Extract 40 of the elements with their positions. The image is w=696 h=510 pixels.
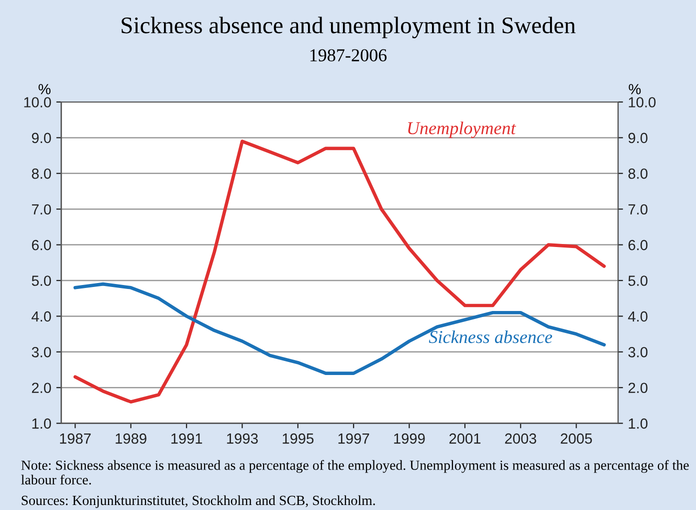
line-series bbox=[74, 282, 606, 375]
y-tick-label: 10.0 bbox=[24, 97, 51, 108]
y2-tick-label: 7.0 bbox=[628, 204, 648, 215]
text: Unemployment bbox=[408, 122, 516, 138]
y2-tick-label: 10.0 bbox=[628, 97, 656, 108]
y2-tick-label: 6.0 bbox=[628, 240, 648, 250]
x-tick-label: 2001 bbox=[449, 433, 480, 444]
series-label: Sickness absence bbox=[428, 330, 552, 344]
chart-subtitle: 1987-2006 bbox=[310, 49, 387, 62]
source-note: Sources: Konjunkturinstitutet, Stockholm and SCB, Stockholm. bbox=[22, 495, 375, 508]
y2-tick-label: 2.0 bbox=[628, 382, 648, 394]
y-tick-label: 7.0 bbox=[32, 204, 51, 215]
y-tick-label: 6.0 bbox=[32, 240, 51, 250]
x-tick-label: 1995 bbox=[282, 433, 314, 444]
x-tick-label: 1991 bbox=[171, 433, 202, 444]
x-tick-label: 1987 bbox=[60, 433, 91, 444]
line-series bbox=[74, 140, 606, 404]
chart-title: Sickness absence and unemployment in Sweden bbox=[122, 16, 576, 38]
x-tick-label: 2003 bbox=[505, 433, 536, 444]
text: Note: Sickness absence is measured as a percentage of the employed. Unemployment is measured as a percentage of the labour force. bbox=[21, 460, 689, 485]
x-tick-label: 1989 bbox=[116, 433, 146, 444]
y2-tick-label: 4.0 bbox=[628, 311, 648, 322]
y2-tick-label: 8.0 bbox=[628, 168, 648, 179]
y2-tick-label: 3.0 bbox=[628, 347, 648, 358]
y-tick-label: 1.0 bbox=[32, 418, 51, 429]
x-tick-label: 2005 bbox=[560, 433, 592, 444]
y-axis-title: % bbox=[38, 84, 51, 94]
x-tick-label: 1997 bbox=[338, 433, 370, 444]
y-tick-label: 9.0 bbox=[32, 132, 51, 144]
y-tick-label: 5.0 bbox=[32, 276, 51, 286]
y-tick-label: 2.0 bbox=[32, 382, 51, 394]
y2-axis-title: % bbox=[628, 84, 641, 94]
y2-tick-label: 5.0 bbox=[628, 276, 648, 286]
y-tick-label: 8.0 bbox=[32, 168, 51, 179]
y2-tick-label: 1.0 bbox=[628, 418, 648, 429]
x-tick-label: 1993 bbox=[227, 433, 258, 444]
x-tick-label: 1999 bbox=[394, 433, 425, 444]
y2-tick-label: 9.0 bbox=[628, 132, 648, 144]
y-tick-label: 4.0 bbox=[32, 311, 51, 322]
y-tick-label: 3.0 bbox=[32, 347, 51, 358]
